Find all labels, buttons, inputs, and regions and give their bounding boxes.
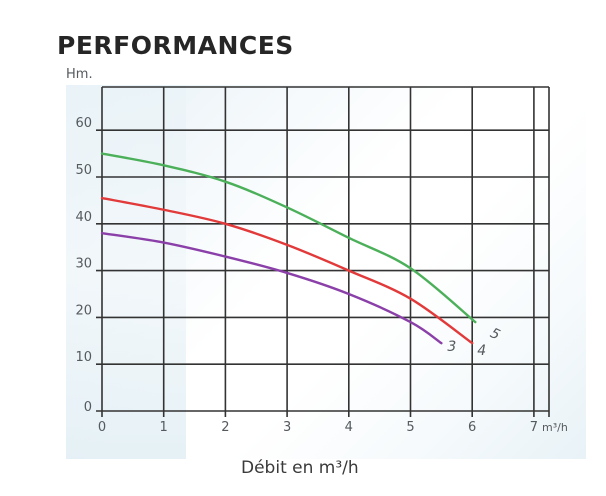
chart-title: PERFORMANCES [57,31,294,60]
x-tick-label: 2 [221,420,229,435]
grid [96,86,550,417]
y-unit-label: Hm. [66,67,93,82]
curve-3 [100,231,443,345]
x-axis-title: Débit en m³/h [241,458,359,478]
y-tick-label: 20 [75,303,92,318]
y-tick-label: 50 [75,163,92,178]
x-tick-label: 6 [468,420,476,435]
y-tick-label: 30 [75,257,92,272]
y-tick-labels: 0 10 20 30 40 50 60 [75,116,92,415]
x-tick-label: 0 [98,420,106,435]
y-tick-label: 40 [75,210,92,225]
x-tick-label: 1 [160,420,168,435]
curves [100,152,477,345]
x-tick-labels: 0 1 2 3 4 5 6 7 [98,420,538,435]
curve-label-4: 4 [477,343,486,359]
x-tick-label: 4 [345,420,353,435]
x-unit-label: m³/h [542,421,568,434]
curve-4 [100,196,474,345]
x-tick-label: 7 [530,420,538,435]
x-tick-label: 5 [406,420,414,435]
y-tick-label: 60 [75,116,92,131]
curve-label-3: 3 [447,339,456,355]
y-tick-label: 0 [84,400,92,415]
y-tick-label: 10 [75,350,92,365]
curve-label-5: 5 [488,325,503,343]
x-tick-label: 3 [283,420,291,435]
chart-background-left-tint [66,85,186,459]
curve-5 [100,152,477,324]
